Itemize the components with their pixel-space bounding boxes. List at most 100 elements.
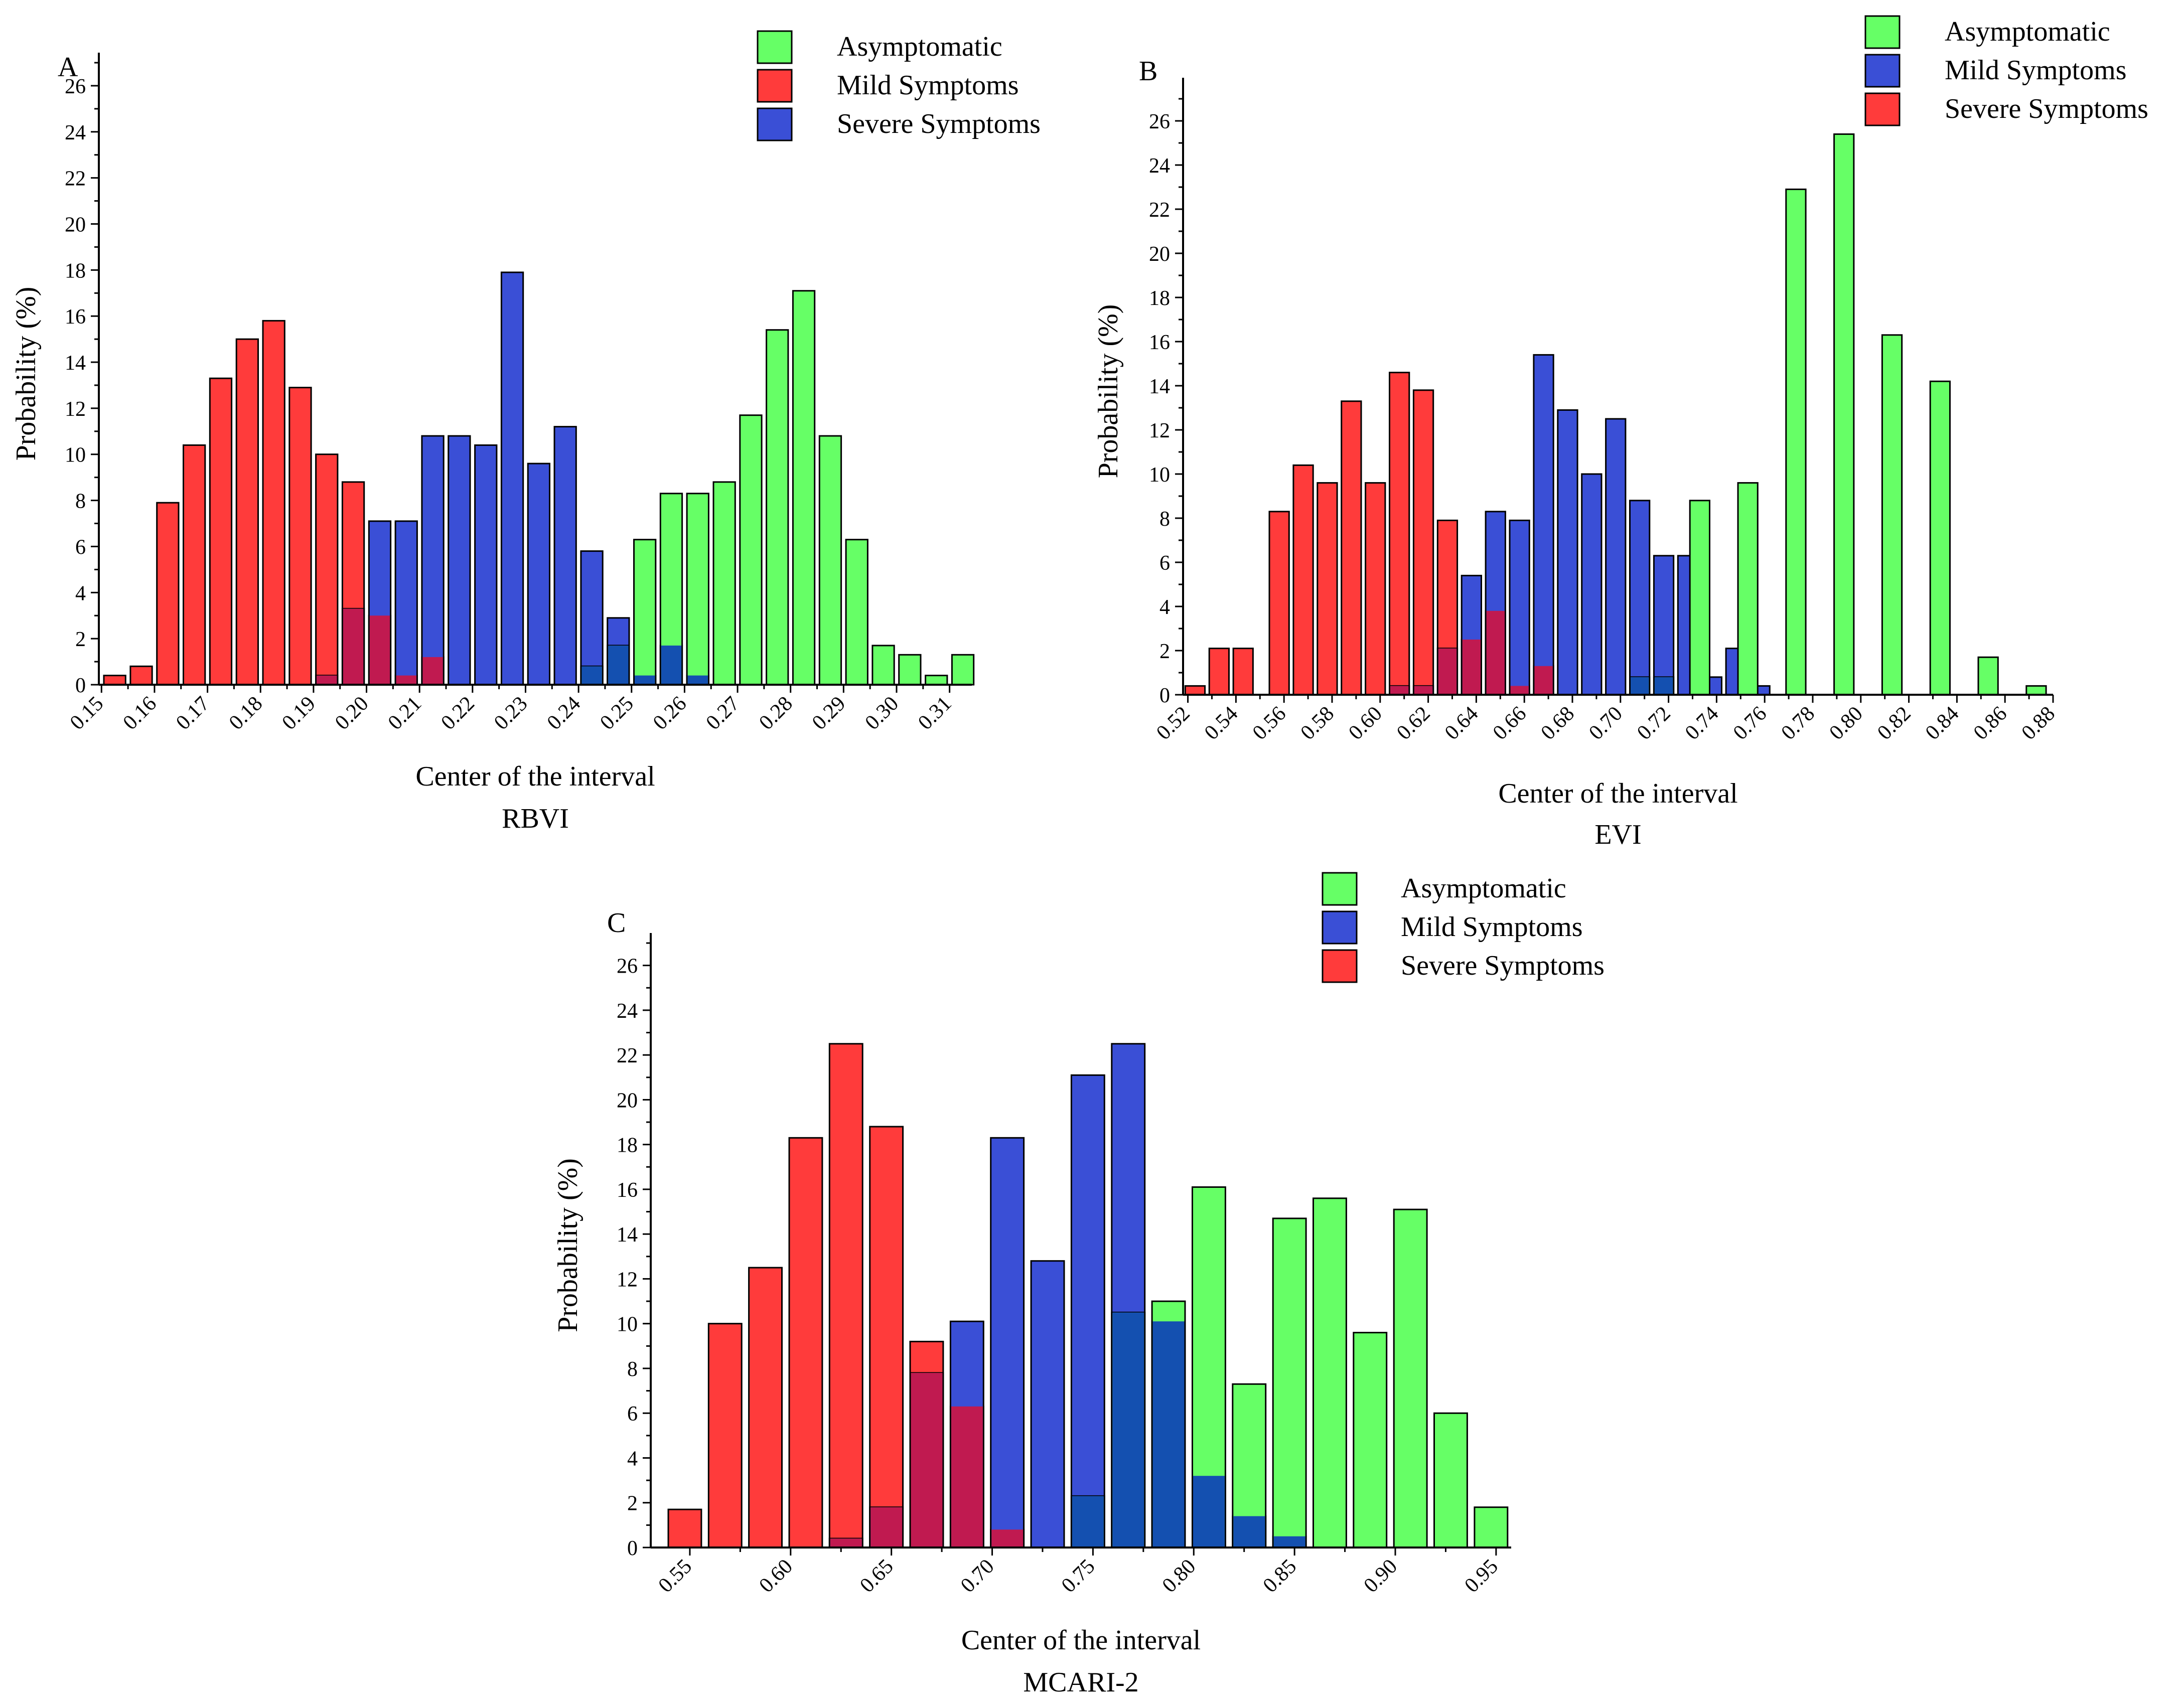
bar-severe-symptoms: [553, 426, 577, 686]
bar-asymptomatic: [1977, 656, 1999, 696]
x-tick-label: 0.31: [914, 692, 956, 734]
y-tick-label: 0: [75, 674, 86, 697]
bar-severe-symptoms: [1184, 685, 1206, 696]
bar-asymptomatic: [1272, 1217, 1307, 1549]
bar-severe-symptoms: [869, 1126, 904, 1549]
y-axis-title: Probability (%): [552, 1158, 584, 1332]
bar-asymptomatic: [1353, 1332, 1388, 1549]
bar-asymptomatic: [871, 645, 895, 686]
x-tick-label: 0.23: [490, 692, 532, 734]
bar-overlap: [951, 1406, 983, 1547]
x-tick-label: 0.70: [1584, 702, 1627, 744]
bar-overlap: [911, 1372, 943, 1547]
bar-asymptomatic: [1737, 482, 1759, 696]
panel-letter: A: [58, 52, 78, 83]
bar-severe-symptoms: [527, 462, 550, 686]
y-tick-label: 14: [65, 352, 86, 375]
bar-severe-symptoms: [474, 444, 498, 686]
x-tick-label: 0.86: [1969, 702, 2011, 744]
bar-overlap: [1510, 686, 1529, 694]
y-tick-label: 26: [1149, 110, 1170, 133]
bar-mild-symptoms: [1557, 409, 1578, 696]
x-tick-label: 0.15: [66, 692, 108, 734]
bar-overlap: [1273, 1536, 1305, 1547]
x-tick-label: 0.26: [649, 692, 691, 734]
bar-severe-symptoms: [1292, 464, 1314, 696]
bar-overlap: [1534, 666, 1553, 694]
bar-asymptomatic: [1393, 1208, 1428, 1549]
legend-label: Asymptomatic: [837, 31, 1002, 62]
bar-mild-symptoms: [1629, 500, 1651, 696]
bar-severe-symptoms: [500, 271, 524, 686]
bar-asymptomatic: [818, 435, 842, 686]
x-tick-label: 0.72: [1633, 702, 1675, 744]
x-tick-label: 0.28: [755, 692, 797, 734]
legend: Asymptomatic Mild Symptoms Severe Symptoms: [1322, 872, 1605, 983]
bar-asymptomatic: [925, 675, 948, 686]
bar-mild-symptoms: [235, 338, 259, 686]
x-tick-label: 0.27: [702, 692, 744, 734]
y-tick-label: 8: [1159, 508, 1170, 531]
x-tick-label: 0.21: [384, 692, 426, 734]
bar-mild-symptoms: [1605, 418, 1627, 696]
y-tick-label: 26: [617, 955, 638, 978]
bar-mild-symptoms: [1581, 473, 1603, 696]
bar-severe-symptoms: [1412, 389, 1434, 696]
bar-severe-symptoms: [828, 1043, 863, 1549]
y-tick-label: 16: [617, 1179, 638, 1202]
bar-severe-symptoms: [788, 1137, 823, 1549]
index-name: EVI: [1594, 819, 1641, 850]
x-tick-label: 0.90: [1360, 1555, 1402, 1597]
bar-overlap: [317, 675, 337, 684]
bar-severe-symptoms: [1389, 372, 1410, 696]
x-tick-label: 0.75: [1057, 1555, 1099, 1597]
y-tick-label: 20: [1149, 243, 1170, 266]
legend-label: Severe Symptoms: [1945, 93, 2148, 124]
bar-mild-symptoms: [1509, 519, 1530, 696]
x-tick-label: 0.16: [119, 692, 161, 734]
x-tick-label: 0.58: [1296, 702, 1339, 744]
bar-mild-symptoms: [1533, 354, 1554, 696]
y-tick-label: 12: [617, 1268, 638, 1291]
y-tick-label: 18: [617, 1134, 638, 1157]
bar-severe-symptoms: [1365, 482, 1386, 696]
y-tick-label: 18: [1149, 287, 1170, 310]
x-tick-label: 0.22: [436, 692, 479, 734]
y-tick-label: 10: [617, 1313, 638, 1336]
x-tick-label: 0.68: [1537, 702, 1579, 744]
bar-asymptomatic: [898, 654, 922, 686]
bar-severe-symptoms: [1208, 648, 1230, 696]
x-tick-label: 0.62: [1392, 702, 1434, 744]
bar-overlap: [1486, 610, 1505, 694]
legend-label: Asymptomatic: [1945, 16, 2110, 47]
x-tick-label: 0.54: [1200, 702, 1242, 744]
x-axis-title: Center of the interval: [415, 761, 655, 792]
bar-overlap: [396, 675, 416, 684]
bar-mild-symptoms: [1070, 1074, 1105, 1549]
legend-label: Asymptomatic: [1401, 873, 1566, 904]
y-tick-label: 22: [617, 1044, 638, 1067]
bar-asymptomatic: [1313, 1197, 1347, 1549]
bar-mild-symptoms: [262, 320, 285, 686]
bar-asymptomatic: [1833, 133, 1855, 696]
y-tick-label: 10: [65, 444, 86, 467]
bar-severe-symptoms: [1317, 482, 1338, 696]
y-tick-label: 26: [65, 75, 86, 98]
bar-overlap: [608, 645, 629, 684]
bar-mild-symptoms: [209, 377, 233, 686]
bar-overlap: [1462, 640, 1481, 694]
legend-swatch: [757, 69, 793, 103]
bar-severe-symptoms: [1268, 511, 1290, 696]
bar-asymptomatic: [1785, 188, 1807, 696]
bar-mild-symptoms: [1030, 1260, 1065, 1549]
y-tick-label: 16: [1149, 331, 1170, 354]
y-tick-label: 6: [1159, 552, 1170, 575]
bar-mild-symptoms: [990, 1137, 1025, 1549]
x-tick-label: 0.20: [331, 692, 373, 734]
y-axis-title: Probability (%): [1093, 304, 1124, 479]
bar-asymptomatic: [845, 539, 868, 686]
x-tick-label: 0.95: [1460, 1555, 1502, 1597]
bar-overlap: [830, 1538, 862, 1547]
